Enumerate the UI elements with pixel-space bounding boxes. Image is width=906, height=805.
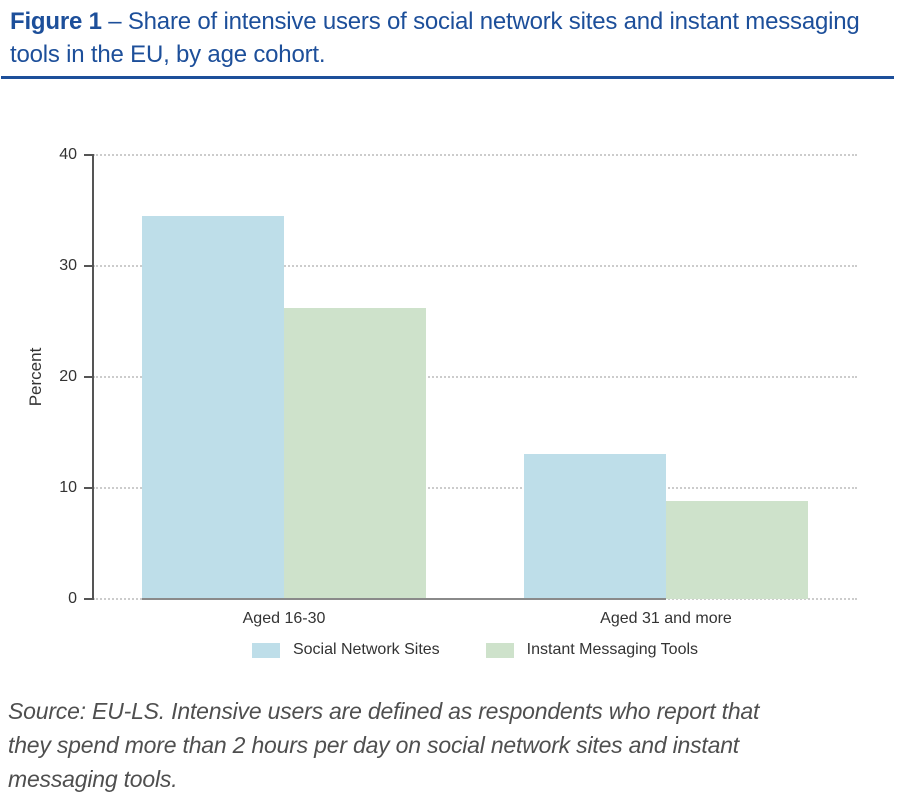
source-note-line: Source: EU-LS. Intensive users are defin… — [8, 698, 760, 724]
y-gridline — [93, 487, 857, 489]
y-axis-title: Percent — [26, 347, 45, 407]
y-tick-label: 20 — [59, 368, 77, 385]
bar-social-network-sites-aged-16-30 — [142, 216, 284, 599]
x-category-label: Aged 31 and more — [600, 610, 732, 627]
y-tick — [84, 154, 92, 156]
figure-label: Figure 1 — [10, 8, 102, 35]
y-axis-line — [92, 154, 94, 600]
bar-social-network-sites-aged-31-and-more — [524, 453, 666, 599]
y-tick — [84, 376, 92, 378]
y-tick — [84, 487, 92, 489]
legend-item: Instant Messaging Tools — [485, 641, 699, 659]
bar-instant-messaging-tools-aged-31-and-more — [666, 501, 808, 599]
y-gridline — [93, 265, 857, 267]
legend-item: Social Network Sites — [251, 641, 440, 659]
y-tick-label: 10 — [59, 479, 77, 496]
y-tick — [84, 598, 92, 600]
source-note-line: messaging tools. — [8, 766, 178, 792]
figure-caption-text: – Share of intensive users of social net… — [10, 8, 860, 68]
y-tick-label: 30 — [59, 257, 77, 274]
legend-label: Social Network Sites — [292, 641, 440, 658]
source-note-line: they spend more than 2 hours per day on … — [8, 732, 739, 758]
x-category-label: Aged 16-30 — [242, 610, 326, 627]
legend-swatch-social-network-sites — [251, 642, 280, 658]
bar-instant-messaging-tools-aged-16-30 — [284, 308, 426, 599]
title-rule — [1, 76, 894, 79]
chart: 0 10 20 30 40 Percent Aged 16-30 Aged 31 and mo… — [26, 146, 857, 659]
source-note: Source: EU-LS. Intensive users are defin… — [8, 694, 759, 796]
legend: Social Network Sites Instant Messaging To… — [93, 641, 857, 659]
x-axis-line — [142, 598, 666, 600]
legend-swatch-instant-messaging-tools — [485, 642, 514, 658]
y-tick — [84, 265, 92, 267]
legend-label: Instant Messaging Tools — [526, 641, 699, 658]
y-gridline — [93, 154, 857, 156]
figure-caption: Figure 1 – Share of intensive users of s… — [10, 5, 880, 71]
y-tick-label: 0 — [68, 590, 77, 607]
y-gridline — [93, 376, 857, 378]
y-tick-label: 40 — [59, 146, 77, 163]
